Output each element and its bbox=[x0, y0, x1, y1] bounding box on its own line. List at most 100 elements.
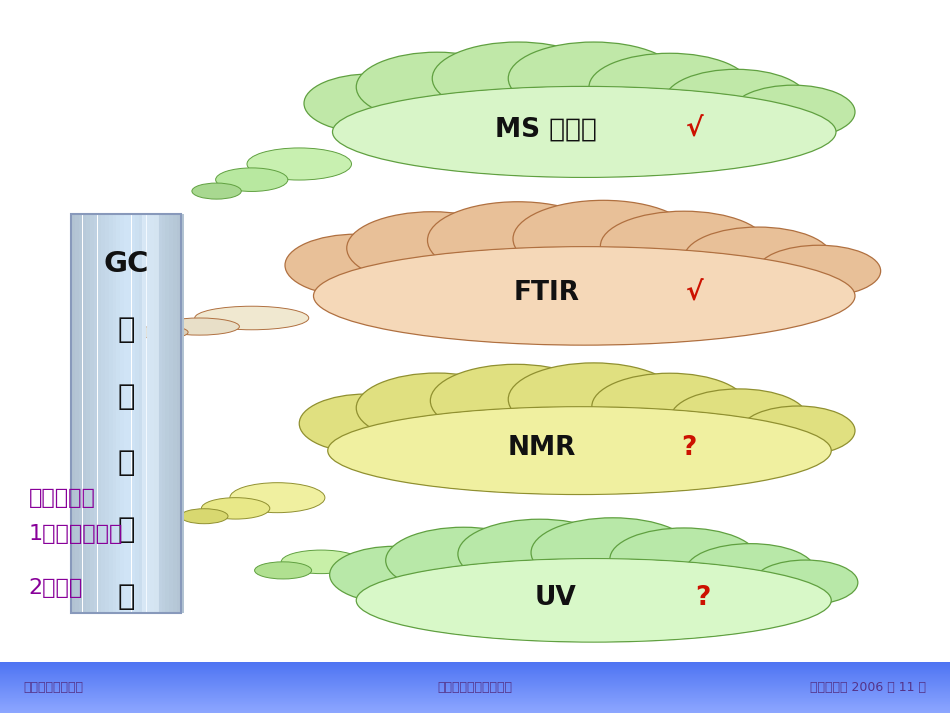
Ellipse shape bbox=[386, 527, 542, 594]
Ellipse shape bbox=[600, 211, 768, 281]
Bar bbox=[0, 690, 950, 691]
Bar bbox=[0, 682, 950, 683]
Ellipse shape bbox=[180, 508, 228, 524]
Bar bbox=[121, 214, 124, 613]
Ellipse shape bbox=[428, 202, 608, 279]
Ellipse shape bbox=[332, 408, 826, 493]
Text: 化学实验教学示范中心: 化学实验教学示范中心 bbox=[438, 681, 512, 694]
Bar bbox=[0, 684, 950, 686]
Ellipse shape bbox=[753, 560, 858, 605]
Ellipse shape bbox=[247, 148, 352, 180]
Bar bbox=[98, 214, 102, 613]
Ellipse shape bbox=[135, 326, 188, 339]
Bar bbox=[71, 214, 75, 613]
Ellipse shape bbox=[732, 85, 855, 139]
Bar bbox=[79, 214, 83, 613]
Ellipse shape bbox=[299, 394, 432, 453]
Bar bbox=[146, 214, 150, 613]
Ellipse shape bbox=[508, 363, 679, 436]
Bar bbox=[102, 214, 105, 613]
Ellipse shape bbox=[330, 546, 459, 603]
Bar bbox=[94, 214, 98, 613]
Bar bbox=[131, 214, 135, 613]
Ellipse shape bbox=[314, 247, 855, 345]
Ellipse shape bbox=[757, 245, 881, 297]
Ellipse shape bbox=[531, 518, 694, 588]
Bar bbox=[0, 710, 950, 712]
Bar bbox=[0, 671, 950, 672]
Text: 双重定性：: 双重定性： bbox=[28, 488, 95, 508]
Bar bbox=[0, 679, 950, 680]
Bar bbox=[0, 680, 950, 682]
Ellipse shape bbox=[592, 373, 748, 440]
Text: 编写教师：王翊如: 编写教师：王翊如 bbox=[24, 681, 84, 694]
Ellipse shape bbox=[332, 86, 836, 178]
Bar bbox=[169, 214, 173, 613]
Bar bbox=[0, 705, 950, 706]
Ellipse shape bbox=[356, 373, 518, 443]
Bar bbox=[0, 667, 950, 669]
Bar bbox=[177, 214, 180, 613]
Bar bbox=[0, 686, 950, 687]
Bar bbox=[113, 214, 116, 613]
Bar bbox=[109, 214, 112, 613]
Ellipse shape bbox=[686, 543, 815, 597]
Ellipse shape bbox=[281, 550, 361, 574]
Bar bbox=[0, 673, 950, 674]
Ellipse shape bbox=[347, 212, 518, 284]
Bar bbox=[0, 696, 950, 697]
Text: 离: 离 bbox=[117, 383, 135, 411]
Bar bbox=[0, 669, 950, 670]
Bar bbox=[75, 214, 79, 613]
Ellipse shape bbox=[589, 53, 750, 120]
Ellipse shape bbox=[458, 519, 621, 589]
Bar bbox=[0, 712, 950, 713]
Text: √: √ bbox=[685, 116, 702, 142]
Text: ?: ? bbox=[695, 585, 711, 610]
Ellipse shape bbox=[328, 406, 831, 495]
Ellipse shape bbox=[356, 52, 518, 122]
Ellipse shape bbox=[432, 42, 603, 115]
Bar bbox=[162, 214, 165, 613]
Bar bbox=[0, 689, 950, 690]
Ellipse shape bbox=[430, 364, 601, 437]
Bar bbox=[173, 214, 177, 613]
Bar bbox=[0, 708, 950, 709]
Ellipse shape bbox=[361, 560, 826, 641]
Bar bbox=[0, 683, 950, 684]
Ellipse shape bbox=[192, 183, 241, 199]
Bar bbox=[139, 214, 142, 613]
Ellipse shape bbox=[285, 234, 428, 297]
Ellipse shape bbox=[671, 389, 808, 447]
Bar bbox=[0, 677, 950, 678]
Bar bbox=[135, 214, 139, 613]
Bar bbox=[0, 695, 950, 696]
Bar bbox=[0, 665, 950, 666]
Ellipse shape bbox=[195, 306, 309, 330]
Bar bbox=[0, 663, 950, 665]
Text: UV: UV bbox=[535, 585, 577, 610]
Bar bbox=[0, 687, 950, 688]
Ellipse shape bbox=[319, 247, 849, 344]
Bar bbox=[150, 214, 154, 613]
Bar bbox=[0, 699, 950, 700]
Text: FTIR: FTIR bbox=[513, 280, 580, 306]
Bar bbox=[0, 678, 950, 679]
Bar bbox=[0, 662, 950, 663]
Bar bbox=[0, 666, 950, 667]
Bar bbox=[0, 674, 950, 675]
Text: MS 检测器: MS 检测器 bbox=[495, 116, 598, 142]
Bar bbox=[0, 706, 950, 707]
Ellipse shape bbox=[201, 498, 270, 519]
Ellipse shape bbox=[304, 74, 437, 133]
Bar bbox=[165, 214, 169, 613]
Text: 器: 器 bbox=[117, 583, 135, 610]
Ellipse shape bbox=[684, 227, 832, 289]
Bar bbox=[180, 214, 184, 613]
Ellipse shape bbox=[665, 69, 808, 130]
Ellipse shape bbox=[508, 42, 679, 115]
Text: 进: 进 bbox=[117, 449, 135, 478]
Bar bbox=[0, 670, 950, 671]
Bar bbox=[0, 709, 950, 710]
Bar bbox=[0, 702, 950, 703]
